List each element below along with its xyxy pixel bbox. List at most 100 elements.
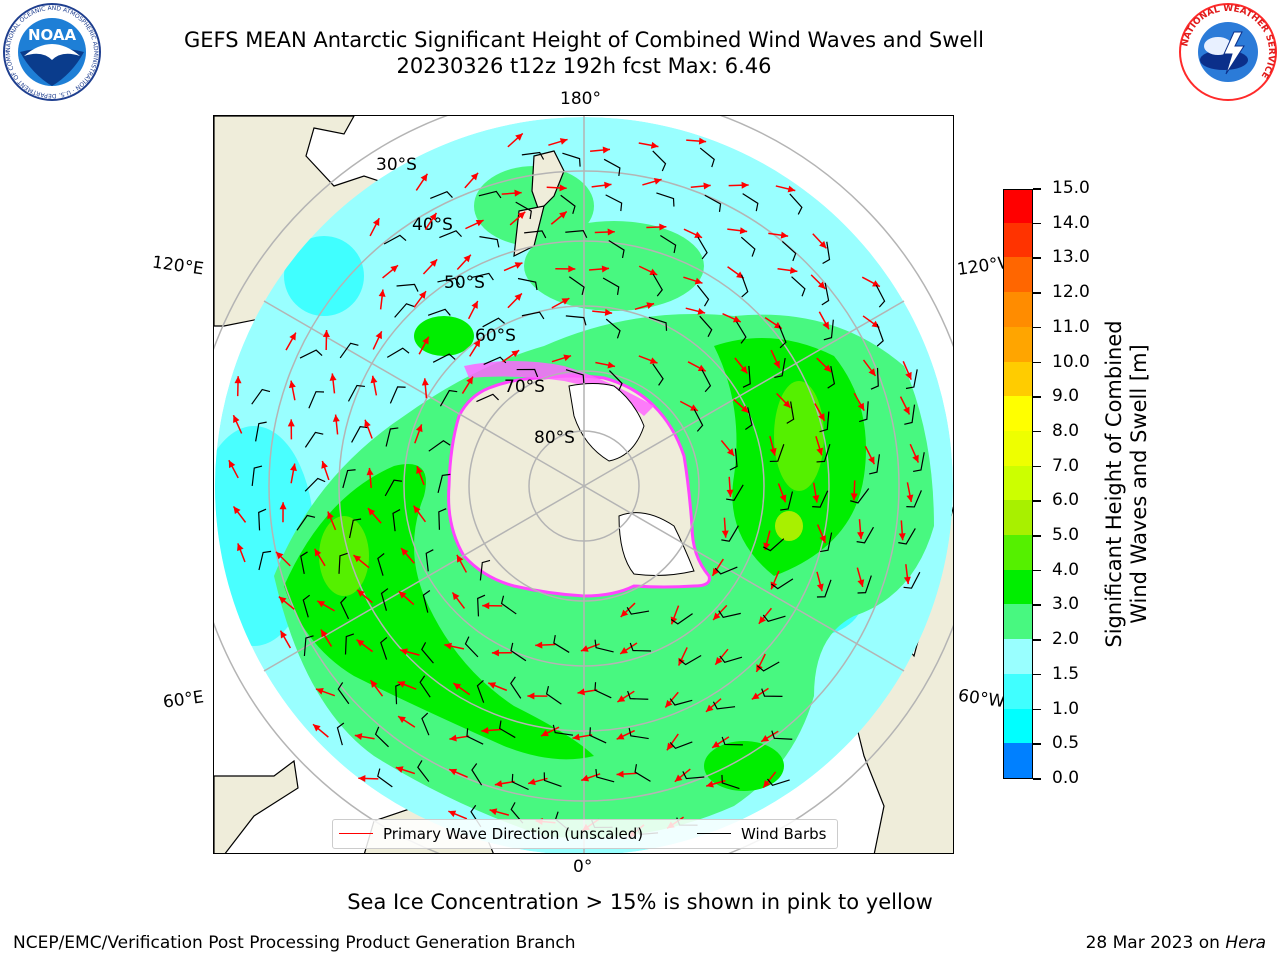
wave-direction-arrow: [591, 181, 612, 189]
wave-direction-arrow: [353, 554, 370, 569]
wind-barb: [819, 411, 830, 433]
wave-direction-arrow: [481, 727, 502, 734]
colorbar-tick-label: 5.0: [1052, 525, 1080, 546]
wind-barb: [419, 675, 431, 698]
wind-barb: [729, 448, 738, 471]
wave-direction-arrow: [776, 392, 792, 409]
sea-ice-note: Sea Ice Concentration > 15% is shown in …: [347, 890, 933, 914]
wave-direction-arrow: [232, 505, 247, 523]
wave-direction-arrow: [616, 770, 637, 778]
wind-barb: [482, 317, 505, 328]
wind-barb: [437, 277, 460, 286]
wave-direction-arrow: [722, 313, 742, 323]
wave-direction-arrow: [416, 465, 425, 486]
footer-date: 28 Mar 2023 on Hera: [1086, 933, 1266, 953]
wind-barb: [385, 427, 399, 447]
wind-barb: [704, 194, 722, 212]
wave-direction-arrow: [503, 262, 523, 272]
colorbar-tick: [1033, 396, 1041, 398]
wind-barb: [377, 768, 393, 788]
wind-barb: [876, 323, 884, 347]
wave-direction-arrow: [461, 376, 474, 394]
wave-direction-arrow: [332, 414, 340, 435]
colorbar-label-line1: Significant Height of Combined: [1102, 320, 1126, 648]
wind-barb: [251, 465, 263, 487]
wind-barb: [875, 284, 886, 308]
wind-barb: [351, 426, 369, 443]
wind-barb: [553, 635, 570, 653]
wave-direction-arrow: [397, 681, 417, 690]
wind-barb: [427, 308, 451, 316]
wave-direction-arrow: [815, 435, 824, 456]
lat-label-70s: 70°S: [504, 377, 545, 397]
wind-barb: [348, 518, 362, 539]
map-canvas: 30°S 40°S 50°S 60°S 70°S 80°S: [214, 116, 953, 853]
footer-credit: NCEP/EMC/Verification Post Processing Pr…: [13, 933, 576, 953]
wind-barb: [464, 636, 479, 658]
wave-direction-arrow: [382, 264, 399, 279]
wind-barb: [510, 642, 527, 662]
wave-direction-arrow: [482, 602, 503, 610]
wave-direction-arrow: [551, 297, 570, 309]
wind-barb: [439, 230, 462, 239]
wave-direction-arrow: [594, 228, 615, 236]
wave-direction-arrow: [733, 398, 750, 414]
wave-direction-arrow: [592, 308, 613, 316]
colorbar-tick-label: 15.0: [1052, 178, 1090, 198]
sea-ice-edge: [464, 361, 654, 416]
wave-direction-arrow: [775, 185, 796, 193]
wave-direction-arrow: [816, 571, 824, 592]
wind-barb: [721, 525, 739, 542]
colorbar-tick-label: 3.0: [1052, 594, 1080, 615]
wind-barb: [648, 316, 668, 331]
wave-direction-arrow: [548, 138, 568, 146]
wave-direction-arrow: [400, 547, 415, 564]
wind-barb: [823, 319, 834, 341]
wave-direction-arrow: [616, 729, 635, 740]
wave-direction-arrow: [487, 682, 508, 692]
wind-barb: [383, 234, 407, 245]
wave-direction-arrow: [372, 330, 383, 350]
wave-direction-arrow: [228, 459, 239, 479]
africa-landmass: [214, 759, 299, 853]
colorbar-segment: [1004, 465, 1032, 501]
wind-barb: [500, 595, 517, 615]
wind-barb: [660, 235, 677, 254]
wind-barb: [786, 401, 795, 424]
wind-barb: [603, 158, 621, 176]
colorbar-tick: [1033, 604, 1041, 606]
map-panel: 30°S 40°S 50°S 60°S 70°S 80°S Primary Wa…: [213, 115, 954, 854]
wave-direction-arrow: [777, 483, 787, 503]
wind-barb: [479, 236, 500, 248]
wind-barb: [337, 682, 350, 705]
wave-direction-arrow: [861, 276, 881, 288]
wave-direction-arrow: [329, 373, 337, 394]
nws-logo: NATIONAL WEATHER SERVICE: [1178, 2, 1278, 102]
wind-barb: [714, 566, 738, 575]
wave-direction-arrow: [465, 219, 484, 230]
wind-barb: [392, 509, 401, 532]
wind-barb: [913, 452, 925, 473]
wind-barb: [629, 642, 651, 652]
wave-direction-arrow: [690, 182, 711, 190]
wind-barb: [516, 368, 539, 378]
wind-barb: [608, 240, 625, 259]
wind-barb: [905, 369, 918, 390]
colorbar-label: Significant Height of Combined Wind Wave…: [1102, 284, 1152, 684]
wind-barb: [669, 741, 693, 750]
footer-date-text: 28 Mar 2023 on: [1085, 933, 1226, 953]
wave-direction-arrow: [812, 482, 820, 503]
wave-direction-arrow: [864, 445, 876, 465]
wave-direction-arrow: [550, 210, 568, 225]
wave-direction-arrow: [853, 392, 865, 411]
wind-barb: [380, 636, 388, 660]
wind-barb: [565, 315, 587, 326]
wave-direction-arrow: [370, 375, 378, 396]
wind-barb: [769, 444, 785, 463]
wave-direction-arrow: [577, 688, 598, 696]
colorbar-tick-label: 8.0: [1052, 420, 1080, 441]
wave-direction-arrow: [666, 733, 679, 751]
wave-direction-arrow: [422, 258, 438, 275]
colorbar-tick: [1033, 535, 1041, 537]
wind-barb: [652, 150, 667, 172]
